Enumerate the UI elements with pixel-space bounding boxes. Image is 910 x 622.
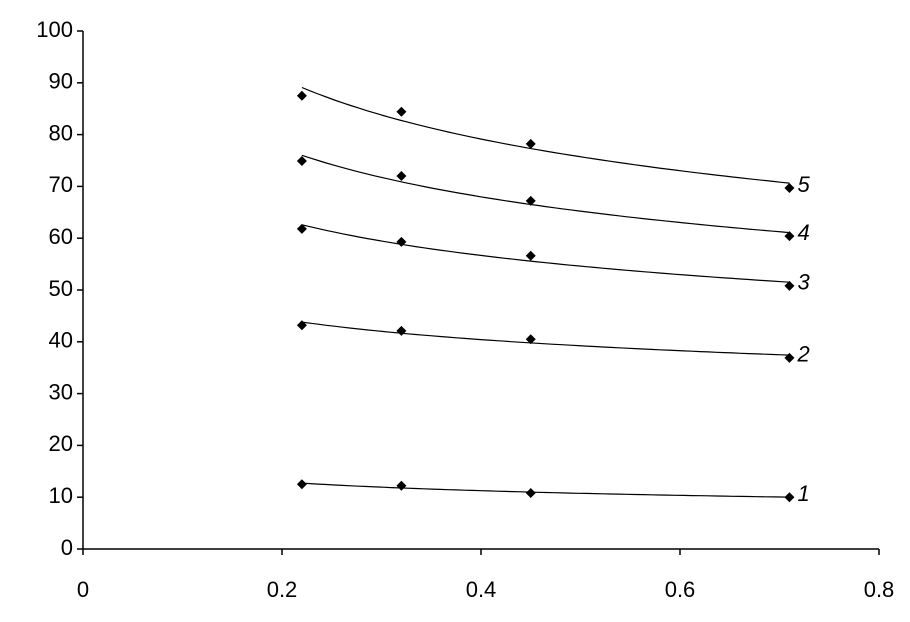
marker: [296, 223, 307, 234]
series-label: 4: [797, 220, 809, 245]
series-label: 3: [797, 270, 810, 295]
x-tick-label: 0.8: [864, 577, 895, 602]
y-tick-label: 70: [49, 172, 73, 197]
marker: [296, 90, 307, 101]
y-tick-label: 40: [49, 328, 73, 353]
y-tick-label: 100: [36, 17, 73, 42]
trend-line: [301, 86, 790, 184]
y-tick-label: 50: [49, 276, 73, 301]
marker: [784, 352, 795, 363]
marker: [396, 171, 407, 182]
y-tick-label: 30: [49, 379, 73, 404]
x-tick-label: 0: [77, 577, 89, 602]
trend-line: [301, 224, 790, 283]
marker: [525, 138, 536, 149]
trend-line: [301, 482, 790, 498]
marker: [296, 479, 307, 490]
marker: [396, 236, 407, 247]
series-label: 5: [797, 172, 810, 197]
y-tick-label: 0: [61, 535, 73, 560]
y-tick-label: 80: [49, 120, 73, 145]
trend-line: [301, 321, 790, 356]
marker: [396, 106, 407, 117]
trend-line: [301, 154, 790, 234]
marker: [784, 492, 795, 503]
series-label: 2: [796, 342, 809, 367]
marker: [525, 250, 536, 261]
x-tick-label: 0.4: [466, 577, 497, 602]
y-tick-label: 10: [49, 483, 73, 508]
marker: [525, 334, 536, 345]
marker: [525, 488, 536, 499]
x-tick-label: 0.2: [267, 577, 298, 602]
marker: [784, 231, 795, 242]
y-tick-label: 90: [49, 69, 73, 94]
marker: [525, 195, 536, 206]
marker: [784, 182, 795, 193]
y-tick-label: 60: [49, 224, 73, 249]
marker: [396, 480, 407, 491]
marker: [396, 325, 407, 336]
marker: [296, 156, 307, 167]
marker: [784, 280, 795, 291]
marker: [296, 320, 307, 331]
series-label: 1: [797, 481, 809, 506]
y-tick-label: 20: [49, 431, 73, 456]
x-tick-label: 0.6: [665, 577, 696, 602]
